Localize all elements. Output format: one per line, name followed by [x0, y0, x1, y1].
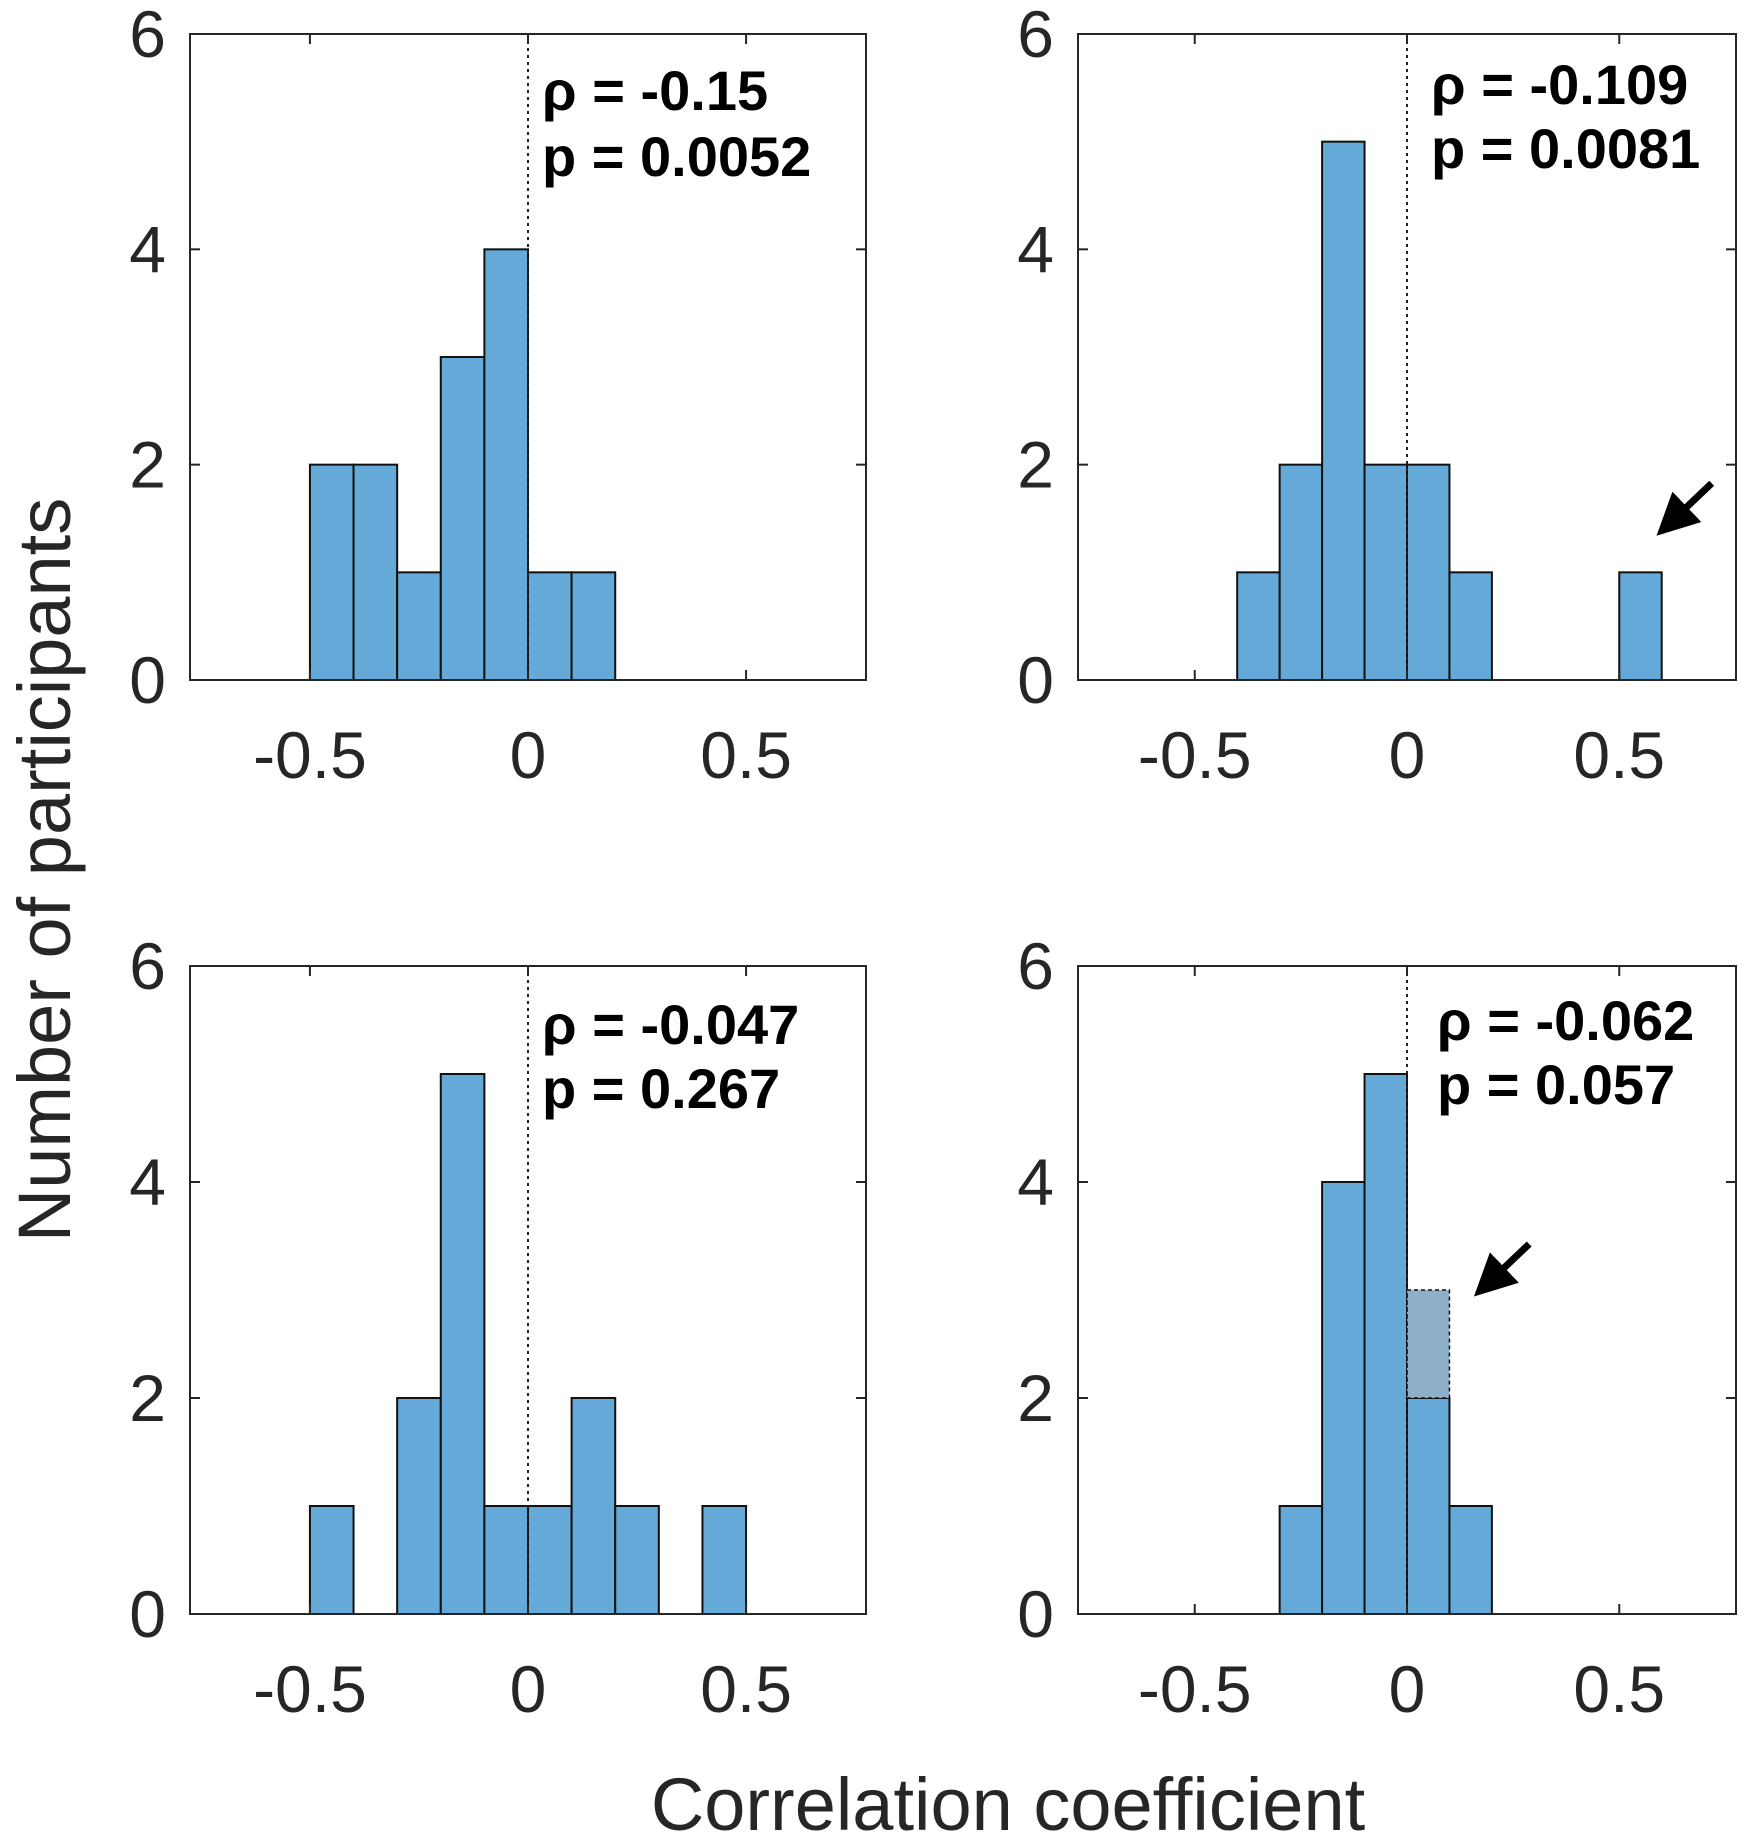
- histogram-bar: [614, 1505, 660, 1615]
- p-annotation: p = 0.267: [542, 1057, 780, 1120]
- y-tick-label: 6: [1017, 929, 1054, 1003]
- histogram-bar: [1448, 1505, 1493, 1615]
- histogram-bar: [308, 463, 355, 681]
- x-tick-label: 0: [1389, 718, 1426, 792]
- histogram-bar: [527, 1505, 573, 1615]
- histogram-bar: [439, 1073, 486, 1615]
- rho-annotation: ρ = -0.062: [1437, 989, 1694, 1052]
- x-tick-label: -0.5: [253, 1652, 367, 1726]
- y-tick-label: 2: [1017, 1361, 1054, 1435]
- y-tick-label: 0: [1017, 643, 1054, 717]
- histogram-bar: [570, 1397, 617, 1615]
- histogram-bar: [396, 1397, 442, 1615]
- y-tick-label: 2: [1017, 428, 1054, 502]
- histogram-bar: [1321, 140, 1366, 681]
- y-tick-label: 0: [129, 1577, 166, 1651]
- x-tick-label: 0.5: [1573, 718, 1665, 792]
- x-tick-label: -0.5: [253, 718, 367, 792]
- y-tick-label: 6: [129, 0, 166, 71]
- histogram-bar: [1406, 1397, 1451, 1615]
- y-tick-label: 6: [1017, 0, 1054, 71]
- x-tick-label: 0: [510, 718, 547, 792]
- x-axis-title: Correlation coefficient: [651, 1763, 1366, 1836]
- histogram-bar: [527, 571, 573, 681]
- y-tick-label: 4: [129, 212, 166, 286]
- histogram-bar: [1278, 1505, 1324, 1615]
- x-tick-label: 0: [510, 1652, 547, 1726]
- histogram-bar: [483, 248, 529, 681]
- histogram-bar: [352, 463, 399, 681]
- y-axis-title: Number of participants: [3, 498, 86, 1242]
- p-annotation: p = 0.057: [1437, 1053, 1675, 1116]
- y-tick-label: 4: [1017, 212, 1054, 286]
- ghost-bar: [1406, 1289, 1451, 1399]
- histogram-bar: [439, 356, 486, 681]
- x-tick-label: 0: [1389, 1652, 1426, 1726]
- arrow-icon: [1473, 1241, 1532, 1297]
- y-tick-label: 4: [129, 1145, 166, 1219]
- histogram-bar: [1363, 1073, 1408, 1615]
- p-annotation: p = 0.0081: [1431, 117, 1700, 180]
- histogram-bar: [483, 1505, 529, 1615]
- histogram-bar: [396, 571, 442, 681]
- y-tick-label: 6: [129, 929, 166, 1003]
- x-tick-label: -0.5: [1138, 1652, 1252, 1726]
- histogram-bar: [1236, 571, 1281, 681]
- x-tick-label: 0.5: [700, 718, 792, 792]
- x-tick-label: 0.5: [700, 1652, 792, 1726]
- histogram-bar: [1448, 571, 1493, 681]
- histogram-bar: [701, 1505, 748, 1615]
- y-tick-label: 2: [129, 428, 166, 502]
- histogram-bar: [1363, 463, 1408, 681]
- x-tick-label: 0.5: [1573, 1652, 1665, 1726]
- histogram-bar: [1406, 463, 1451, 681]
- arrow-icon: [1656, 480, 1715, 536]
- y-tick-label: 4: [1017, 1145, 1054, 1219]
- y-tick-label: 0: [129, 643, 166, 717]
- x-tick-label: -0.5: [1138, 718, 1252, 792]
- histogram-bar: [1278, 463, 1324, 681]
- rho-annotation: ρ = -0.109: [1431, 53, 1688, 116]
- histogram-bar: [1618, 571, 1663, 681]
- rho-annotation: ρ = -0.15: [542, 59, 768, 122]
- panel-top-left: 0 2 4 6 -0.5 0 0.5 ρ = -0.15p = 0.0052: [129, 0, 867, 792]
- y-tick-label: 2: [129, 1361, 166, 1435]
- y-tick-label: 0: [1017, 1577, 1054, 1651]
- rho-annotation: ρ = -0.047: [542, 993, 799, 1056]
- histogram-bar: [570, 571, 617, 681]
- histogram-bar: [1321, 1181, 1366, 1615]
- histogram-bar: [308, 1505, 355, 1615]
- p-annotation: p = 0.0052: [542, 125, 811, 188]
